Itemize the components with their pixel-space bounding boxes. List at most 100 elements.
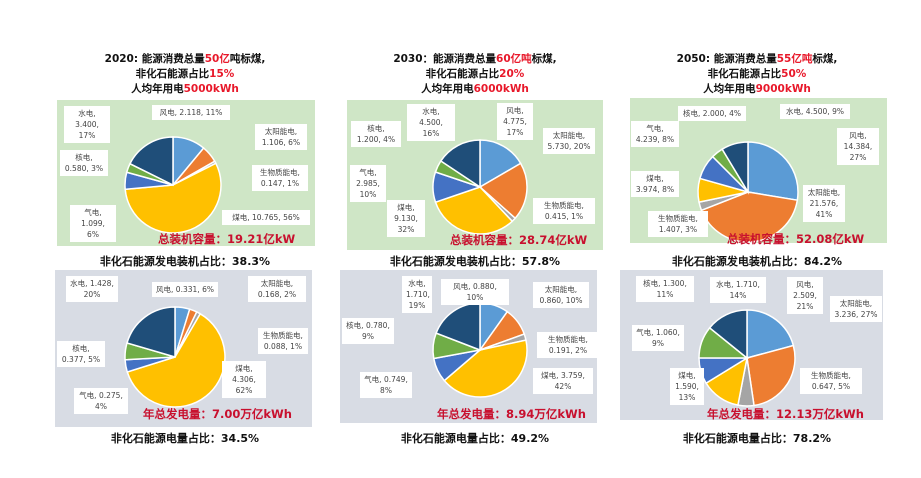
title-line: 2030：能源消费总量60亿吨标煤, (335, 52, 615, 67)
title-highlight: 50亿 (204, 53, 230, 65)
pie-slice (708, 309, 748, 360)
slice-percent: 62% (235, 386, 253, 395)
slice-value: 2.000 (703, 109, 729, 118)
title-highlight: 55亿吨 (776, 53, 813, 65)
pie-chart-2020-generation (124, 306, 226, 408)
slice-percent: 9% (362, 332, 374, 341)
slice-name: 水电 (78, 109, 95, 118)
title-text: 非化石能源占比 (135, 68, 210, 80)
total-label: 总装机容量：19.21亿kW (158, 232, 296, 246)
pie-chart-2020-capacity (124, 136, 222, 234)
slice-name: 生物质能电 (811, 371, 851, 380)
slice-percent: 32% (397, 225, 415, 234)
slice-percent: 2% (575, 346, 588, 355)
slice-percent: 10% (359, 190, 377, 199)
pie-slice (128, 136, 174, 187)
slice-label: 煤电 1.590 13% (670, 368, 704, 405)
slice-percent: 20% (573, 142, 591, 151)
slice-percent: 5% (88, 355, 101, 364)
slice-label: 煤电 4.306 62% (222, 361, 266, 398)
slice-value: 0.377 (62, 355, 88, 364)
slice-name: 水电 (716, 280, 736, 289)
slice-value: 1.200 (357, 135, 383, 144)
slice-label: 核电 0.3775% (57, 341, 105, 367)
slice-value: 1.710 (406, 290, 430, 299)
total-label: 年总发电量：8.94万亿kWh (437, 407, 586, 421)
slice-name: 水电 (786, 107, 806, 116)
title-text: 人均年用电 (421, 83, 474, 95)
slice-percent: 2% (284, 290, 297, 299)
slice-value: 9.130 (394, 214, 418, 223)
slice-percent: 16% (422, 129, 440, 138)
slice-label: 气电 1.099 6% (70, 205, 116, 242)
slice-value: 2.985 (356, 179, 380, 188)
pie-slice (443, 339, 528, 398)
slice-percent: 4% (95, 402, 107, 411)
slice-name: 生物质能电 (544, 201, 584, 210)
slice-value: 1.300 (663, 279, 687, 288)
title-text: 非化石能源占比 (425, 68, 500, 80)
slice-label: 核电1.300 11% (636, 276, 694, 302)
column-title: 2050: 能源消费总量55亿吨标煤, 非化石能源占比50% 人均年用电9000kW… (617, 52, 897, 97)
slice-label: 气电0.749 8% (360, 372, 412, 398)
slice-name: 太阳能电 (808, 188, 840, 197)
title-line: 非化石能源占比20% (335, 67, 615, 82)
pie-slice (746, 309, 795, 359)
slice-percent: 17% (78, 131, 96, 140)
column-title: 2030：能源消费总量60亿吨标煤, 非化石能源占比20% 人均年用电6000kWh (335, 52, 615, 97)
pie-slice (126, 312, 226, 408)
title-text: 标煤, (812, 53, 838, 65)
slice-percent: 27% (849, 153, 867, 162)
slice-name: 气电 (79, 391, 99, 400)
slice-percent: 19% (408, 301, 426, 310)
slice-name: 风电 (849, 131, 866, 140)
slice-value: 1.428 (90, 279, 114, 288)
slice-percent: 20% (83, 290, 101, 299)
non-fossil-share: 非化石能源电量占比：49.2% (400, 432, 550, 445)
slice-value: 21.576 (810, 199, 839, 208)
slice-percent: 6% (202, 285, 214, 294)
slice-percent: 10% (565, 296, 583, 305)
slice-label: 生物质能电 0.1912% (537, 332, 599, 358)
slice-name: 煤电 (232, 213, 252, 222)
slice-label: 风电2.11811% (152, 105, 230, 120)
slice-label: 太阳能电 21.576 41% (803, 185, 845, 222)
slice-label: 水电1.428 20% (66, 276, 118, 302)
title-text: 人均年用电 (131, 83, 184, 95)
slice-percent: 8% (380, 386, 392, 395)
slice-value: 0.191 (549, 346, 575, 355)
non-fossil-share: 非化石能源发电装机占比：84.2% (671, 255, 843, 268)
slice-value: 1.590 (675, 382, 699, 391)
slice-name: 核电 (643, 279, 663, 288)
slice-label: 气电 2.985 10% (350, 165, 386, 202)
slice-name: 核电 (75, 153, 92, 162)
title-line: 非化石能源占比50% (617, 67, 897, 82)
slice-label: 生物质能电 0.6475% (800, 368, 862, 394)
slice-percent: 41% (815, 210, 833, 219)
slice-name: 风电 (156, 285, 176, 294)
pie-chart-2030-generation (432, 302, 528, 398)
slice-label: 煤电10.76556% (222, 210, 310, 225)
column-title: 2020: 能源消费总量50亿吨标煤, 非化石能源占比15% 人均年用电5000kW… (45, 52, 325, 97)
slice-name: 太阳能电 (553, 131, 585, 140)
slice-value: 4.239 (636, 135, 662, 144)
slice-value: 2.509 (793, 291, 817, 300)
total-label: 总装机容量：52.08亿kW (727, 232, 865, 246)
slice-label: 水电 1.710 19% (402, 276, 432, 313)
slice-value: 0.147 (261, 179, 287, 188)
slice-name: 太阳能电 (261, 279, 293, 288)
slice-percent: 1% (571, 212, 584, 221)
slice-label: 生物质能电 0.0881% (258, 328, 308, 354)
slice-percent: 17% (506, 128, 524, 137)
slice-name: 煤电 (646, 174, 663, 183)
slice-percent: 6% (288, 138, 301, 147)
slice-label: 风电 4.775 17% (497, 103, 533, 140)
slice-name: 水电 (408, 279, 425, 288)
slice-percent: 1% (287, 179, 300, 188)
slice-value: 5.730 (548, 142, 574, 151)
slice-label: 煤电3.759 42% (533, 368, 593, 394)
total-label: 年总发电量：7.00万亿kWh (143, 407, 292, 421)
pie-slice (126, 306, 176, 359)
total-label: 年总发电量：12.13万亿kWh (707, 407, 864, 421)
